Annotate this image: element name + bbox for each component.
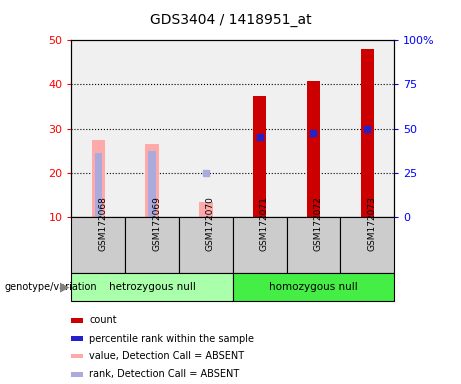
Bar	[71, 273, 233, 301]
Bar	[71, 318, 83, 323]
Bar	[340, 217, 394, 273]
Bar	[199, 202, 213, 217]
Text: GSM172069: GSM172069	[152, 196, 161, 251]
Text: GSM172070: GSM172070	[206, 196, 215, 251]
Text: rank, Detection Call = ABSENT: rank, Detection Call = ABSENT	[89, 369, 239, 379]
Bar	[253, 96, 266, 217]
Bar	[307, 81, 320, 217]
Text: count: count	[89, 315, 117, 325]
Bar	[179, 217, 233, 273]
Text: GSM172072: GSM172072	[313, 196, 323, 251]
Bar	[233, 217, 287, 273]
Text: ▶: ▶	[60, 281, 70, 293]
Text: value, Detection Call = ABSENT: value, Detection Call = ABSENT	[89, 351, 244, 361]
Bar	[233, 273, 394, 301]
Text: GDS3404 / 1418951_at: GDS3404 / 1418951_at	[150, 13, 311, 27]
Bar	[125, 217, 179, 273]
Bar	[95, 153, 102, 217]
Bar	[71, 372, 83, 376]
Text: percentile rank within the sample: percentile rank within the sample	[89, 334, 254, 344]
Bar	[71, 336, 83, 341]
Bar	[71, 354, 83, 358]
Text: homozygous null: homozygous null	[269, 282, 358, 292]
Bar	[92, 140, 105, 217]
Text: GSM172073: GSM172073	[367, 196, 376, 251]
Bar	[148, 151, 156, 217]
Text: GSM172071: GSM172071	[260, 196, 269, 251]
Bar	[287, 217, 340, 273]
Bar	[361, 49, 374, 217]
Text: genotype/variation: genotype/variation	[5, 282, 97, 292]
Text: hetrozygous null: hetrozygous null	[109, 282, 195, 292]
Bar	[145, 144, 159, 217]
Text: GSM172068: GSM172068	[98, 196, 107, 251]
Bar	[71, 217, 125, 273]
